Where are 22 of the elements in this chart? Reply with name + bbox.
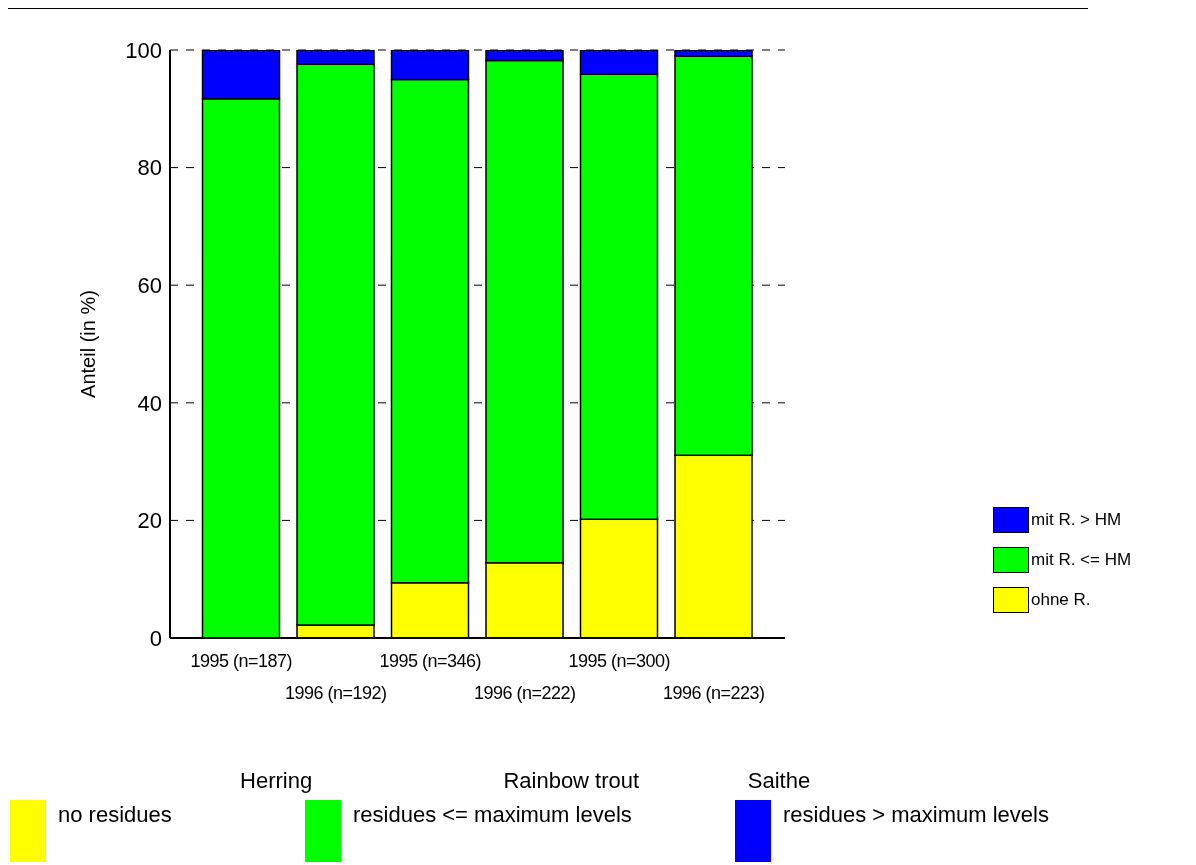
text: Rainbow trout: [503, 768, 640, 794]
y-tick-label: 100: [125, 37, 162, 63]
text: Herring: [240, 768, 313, 794]
text: residues <= maximum levels: [353, 802, 632, 828]
x-tick-label: 1995 (n=300): [568, 650, 671, 671]
text: no residues: [58, 802, 172, 828]
x-tick-label: 1996 (n=192): [284, 682, 387, 703]
y-tick-label: 0: [149, 625, 162, 651]
y-tick-label: 40: [137, 390, 162, 416]
y-axis-title: Anteil (in %): [77, 290, 100, 398]
legend-label: mit R. > HM: [1031, 510, 1122, 530]
legend-label: mit R. <= HM: [1031, 550, 1132, 570]
y-tick-label: 20: [137, 508, 162, 534]
legend-label: ohne R.: [1031, 590, 1091, 610]
x-tick-label: 1996 (n=222): [473, 682, 576, 703]
x-tick-label: 1995 (n=346): [379, 650, 482, 671]
text: residues > maximum levels: [783, 802, 1050, 828]
text: Saithe: [747, 768, 811, 794]
x-tick-label: 1995 (n=187): [190, 650, 293, 671]
y-tick-label: 60: [137, 273, 162, 299]
y-tick-label: 80: [137, 155, 162, 181]
x-tick-label: 1996 (n=223): [662, 682, 765, 703]
